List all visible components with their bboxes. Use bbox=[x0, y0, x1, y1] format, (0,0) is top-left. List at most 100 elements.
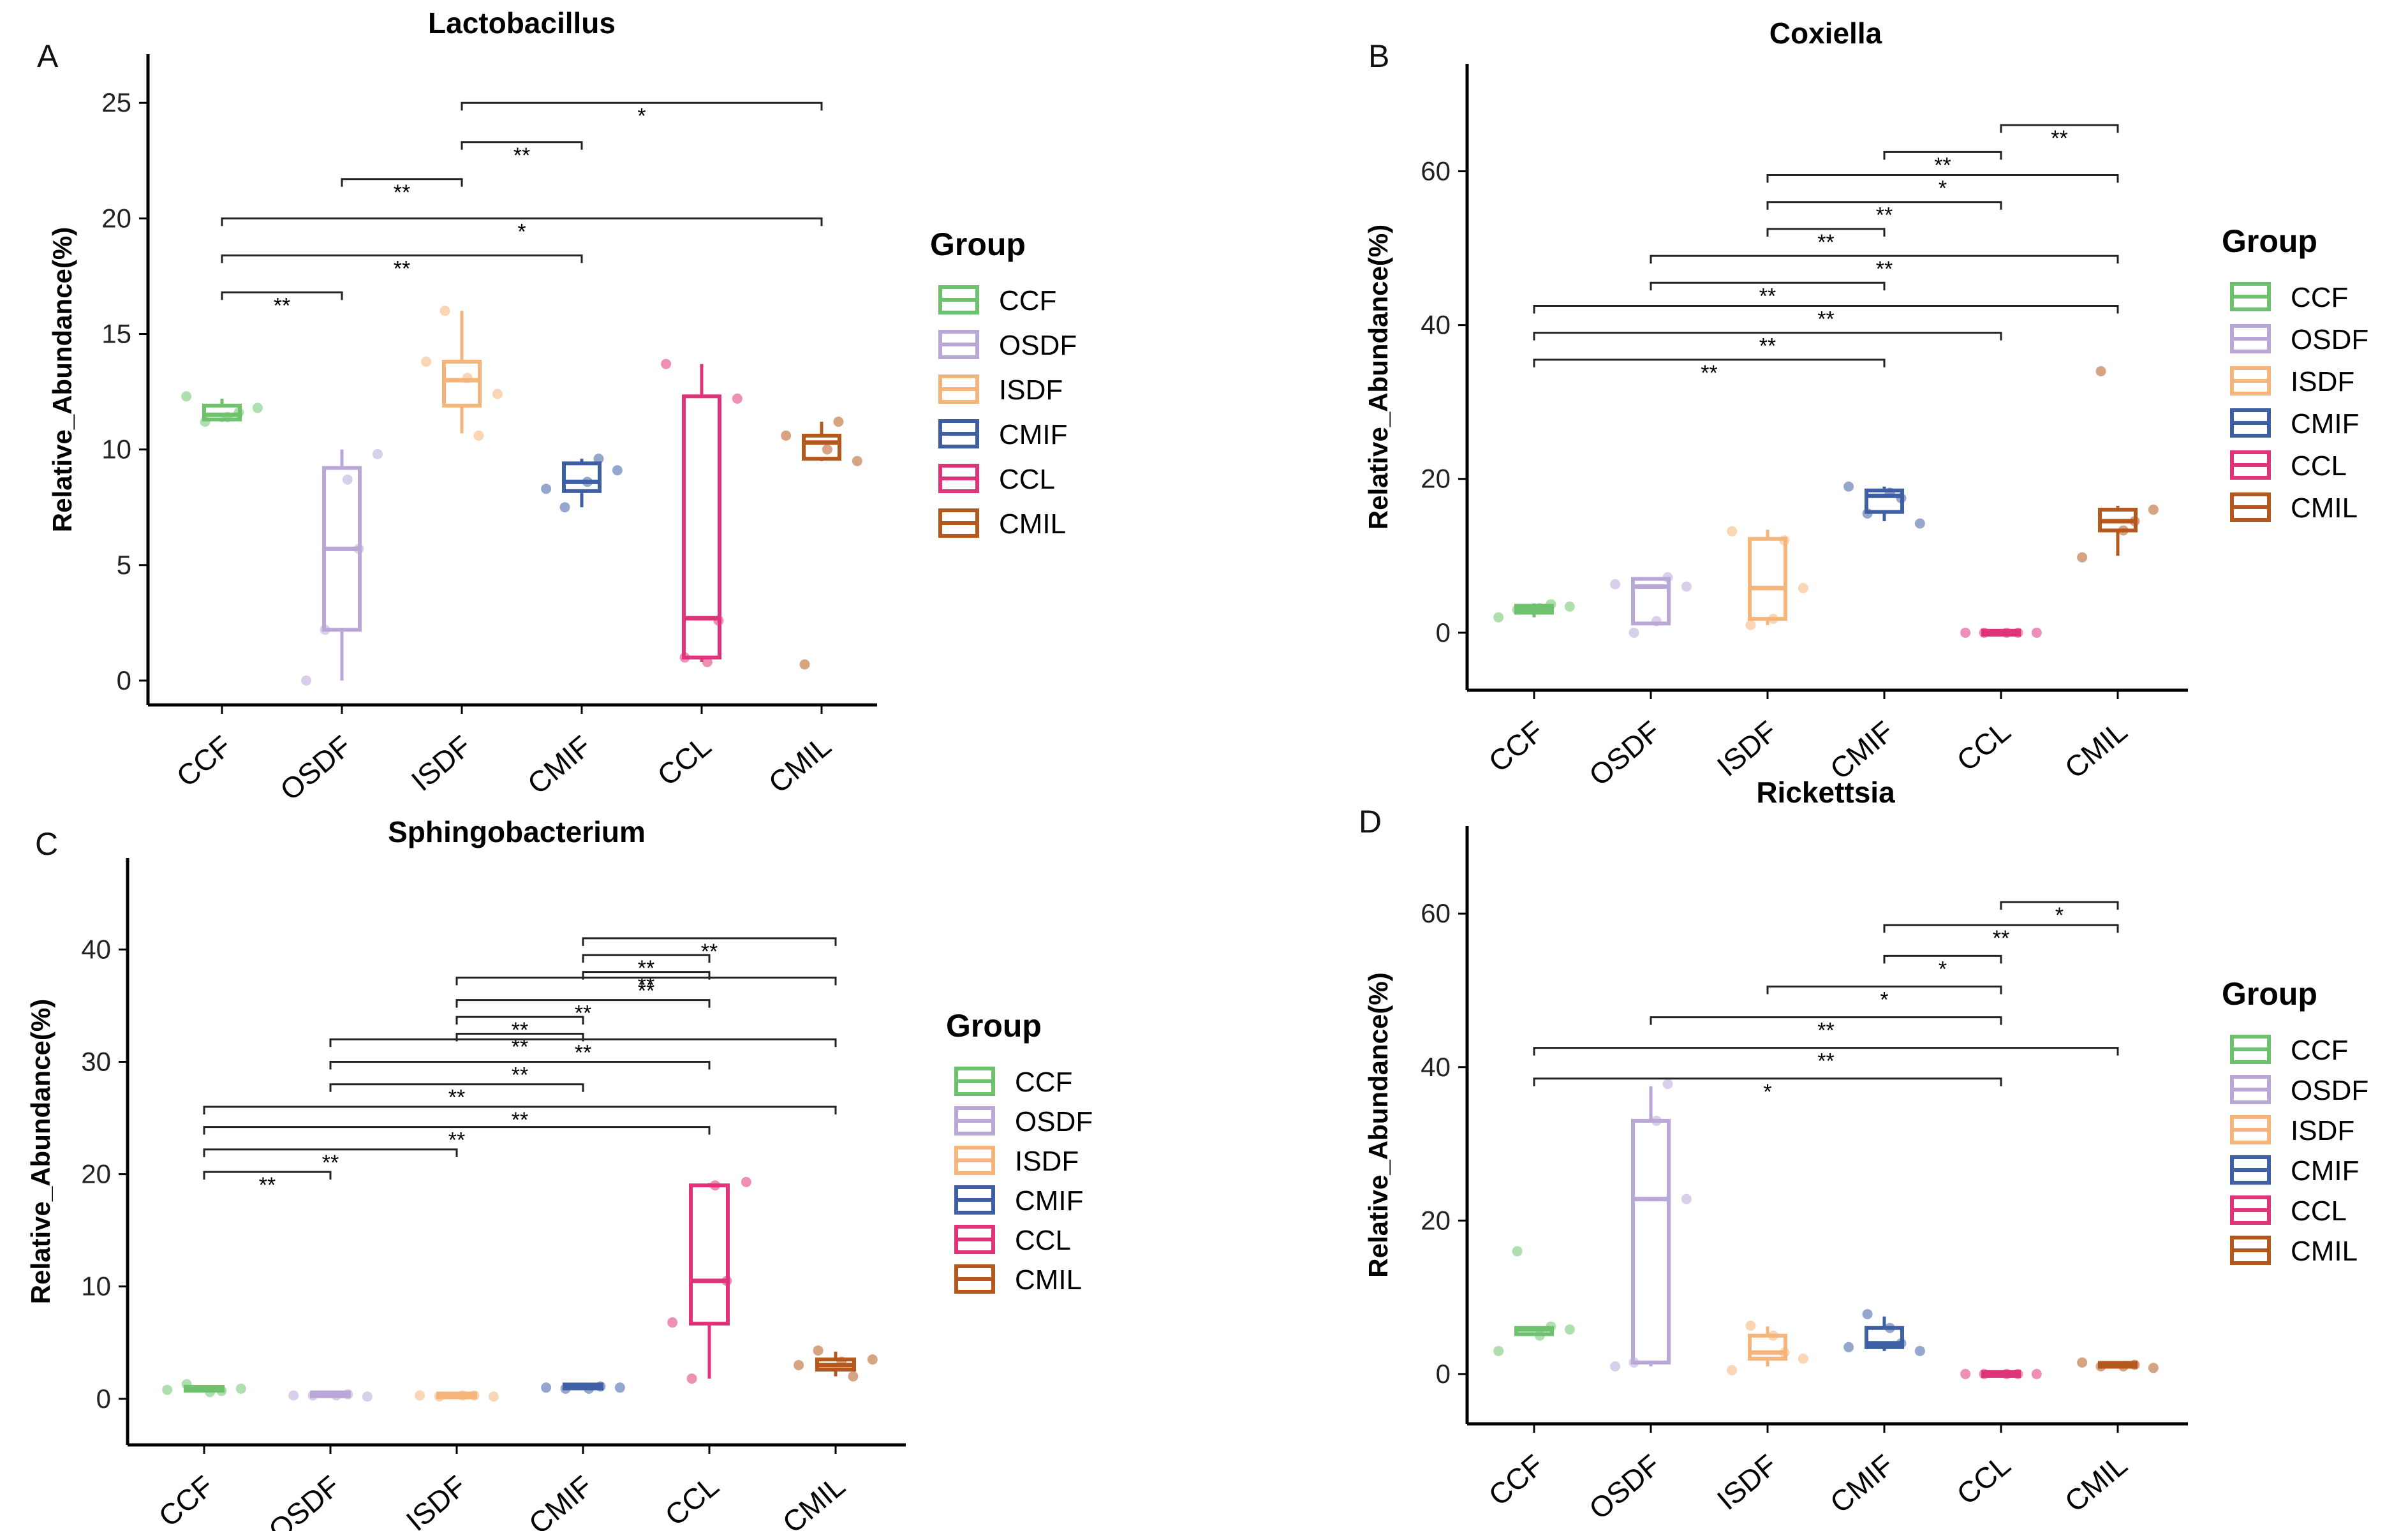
sig-label: * bbox=[2055, 903, 2064, 928]
sig-label: ** bbox=[638, 979, 654, 1003]
data-point bbox=[1662, 1079, 1673, 1090]
sig-bracket-line bbox=[461, 141, 583, 150]
sig-bracket-line bbox=[221, 217, 823, 226]
legend-label: CMIL bbox=[999, 508, 1066, 540]
panel-c-sig-bracket: ** bbox=[329, 1061, 711, 1088]
sig-bracket-line bbox=[329, 1061, 711, 1070]
data-point bbox=[288, 1390, 299, 1401]
panel-d-xtick-label: OSDF bbox=[1583, 1448, 1666, 1526]
panel-d-sig-bracket: * bbox=[2000, 901, 2119, 928]
panel-d-box-isdf bbox=[1727, 1320, 1808, 1375]
sig-bracket-line bbox=[1766, 228, 1886, 237]
data-point bbox=[2148, 504, 2159, 515]
sig-bracket-line bbox=[203, 1126, 711, 1135]
legend-title: Group bbox=[946, 1008, 1042, 1044]
legend-key-cmil: CMIL bbox=[938, 508, 1066, 540]
sig-bracket-line bbox=[1533, 359, 1886, 367]
sig-label: ** bbox=[1759, 334, 1776, 359]
panel-d: D Rickettsia Relative_Abundance(%) 0 20 40 60 C… bbox=[1359, 776, 2368, 1526]
panel-c-ytick-label: 30 bbox=[81, 1047, 111, 1077]
legend-key-osdf: OSDF bbox=[2230, 1075, 2368, 1106]
legend-label: CCL bbox=[2291, 1195, 2347, 1227]
sig-label: ** bbox=[448, 1128, 465, 1153]
data-point bbox=[1512, 1246, 1523, 1257]
panel-d-sig-bracket: ** bbox=[1883, 924, 2119, 950]
data-point bbox=[1960, 627, 1971, 638]
panel-d-sig-bracket: * bbox=[1533, 1077, 2002, 1104]
sig-label: ** bbox=[394, 181, 410, 205]
panel-a-legend: Group CCF OSDF ISDF CMIF CCL CMIL bbox=[930, 226, 1077, 540]
legend-key-ccl: CCL bbox=[2230, 1195, 2347, 1227]
data-point bbox=[492, 388, 503, 399]
panel-d-box-ccf bbox=[1493, 1246, 1575, 1356]
legend-key-cmil: CMIL bbox=[2230, 1236, 2358, 1267]
sig-bracket-line bbox=[455, 999, 711, 1008]
panel-a-box-isdf bbox=[421, 306, 503, 441]
panel-c-box-osdf bbox=[288, 1389, 373, 1402]
sig-bracket-line bbox=[1766, 201, 2002, 210]
sig-bracket-line bbox=[1533, 304, 2119, 314]
panel-a-box-ccf bbox=[181, 391, 263, 427]
sig-bracket-line bbox=[203, 1171, 332, 1180]
panel-c-xtick-label: CMIF bbox=[522, 1469, 599, 1531]
panel-b-box-cmif bbox=[1843, 481, 1925, 529]
sig-label: * bbox=[637, 104, 646, 128]
panel-c-sig-bracket: ** bbox=[455, 1033, 584, 1060]
panel-b-box-cmil bbox=[2077, 366, 2159, 563]
legend-label: CMIL bbox=[1015, 1264, 1082, 1296]
panel-a-xtick-label: OSDF bbox=[274, 729, 357, 807]
legend-key-isdf: ISDF bbox=[938, 374, 1063, 406]
data-point bbox=[1610, 1361, 1621, 1372]
legend-key-cmil: CMIL bbox=[2230, 492, 2358, 524]
legend-label: CCF bbox=[999, 285, 1056, 316]
box-body bbox=[1631, 1118, 1671, 1365]
panel-b-sig-bracket: * bbox=[1766, 174, 2119, 201]
data-point bbox=[415, 1390, 425, 1401]
panel-a-xtick-label: CCF bbox=[170, 729, 238, 794]
data-point bbox=[1564, 601, 1575, 612]
panel-b-sig-bracket: ** bbox=[1650, 281, 1886, 308]
legend-label: OSDF bbox=[2291, 1075, 2368, 1106]
data-point bbox=[2031, 1368, 2042, 1379]
data-point bbox=[162, 1384, 173, 1395]
legend-label: CMIF bbox=[2291, 1155, 2360, 1187]
panel-b-sig-bracket: ** bbox=[1533, 332, 2002, 359]
panel-a-ytick-label: 10 bbox=[101, 434, 131, 464]
panel-a-sig-bracket: ** bbox=[221, 254, 583, 281]
sig-bracket-line bbox=[582, 937, 837, 946]
data-point bbox=[541, 484, 552, 494]
sig-label: * bbox=[1763, 1080, 1771, 1104]
data-point bbox=[1727, 1365, 1738, 1375]
data-point bbox=[1862, 1309, 1873, 1320]
sig-bracket-line bbox=[1766, 174, 2119, 183]
box-body bbox=[1748, 536, 1787, 621]
sig-bracket-line bbox=[1650, 281, 1886, 291]
sig-label: ** bbox=[1817, 307, 1834, 331]
data-point bbox=[2031, 627, 2042, 638]
legend-key-cmil: CMIL bbox=[954, 1264, 1082, 1296]
panel-a-sig-bracket: ** bbox=[221, 291, 343, 318]
legend-label: ISDF bbox=[999, 374, 1063, 406]
legend-key-ccf: CCF bbox=[954, 1067, 1072, 1098]
data-point bbox=[252, 403, 263, 413]
legend-key-isdf: ISDF bbox=[954, 1146, 1079, 1177]
sig-bracket-line bbox=[221, 254, 583, 263]
data-point bbox=[667, 1317, 678, 1328]
data-point bbox=[833, 417, 844, 427]
panel-a-ytick-label: 5 bbox=[117, 550, 131, 580]
panel-b-letter: B bbox=[1368, 38, 1389, 74]
panel-a-sig-bracket: ** bbox=[461, 141, 583, 168]
sig-label: ** bbox=[1876, 257, 1893, 281]
legend-key-cmif: CMIF bbox=[938, 419, 1068, 450]
data-point bbox=[1681, 581, 1692, 592]
panel-a-letter: A bbox=[37, 38, 59, 74]
data-point bbox=[702, 656, 713, 667]
box-body bbox=[1748, 1333, 1787, 1361]
panel-b-sig-bracket: ** bbox=[1883, 151, 2002, 177]
panel-d-legend: Group CCF OSDF ISDF CMIF CCL CMIL bbox=[2222, 976, 2368, 1267]
data-point bbox=[794, 1359, 804, 1370]
data-point bbox=[1798, 582, 1808, 593]
data-point bbox=[362, 1391, 373, 1402]
panel-d-xtick-label: CMIF bbox=[1824, 1448, 1900, 1520]
sig-label: ** bbox=[575, 1040, 591, 1065]
